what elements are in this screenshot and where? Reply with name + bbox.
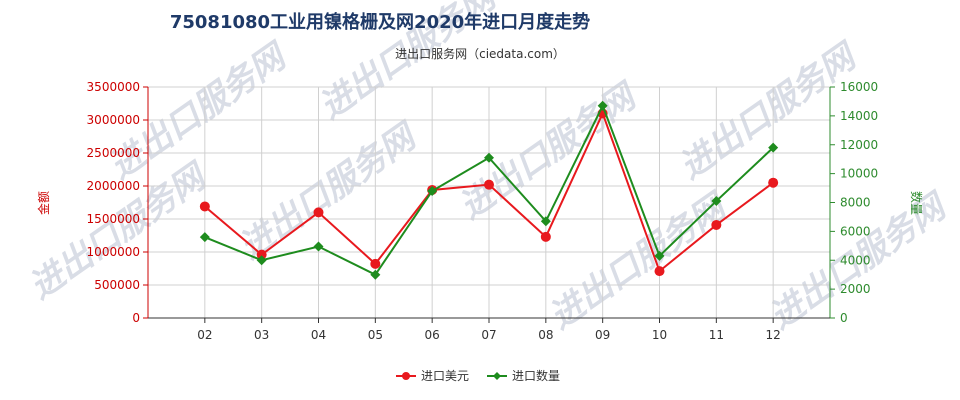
data-point-quantity (427, 185, 438, 196)
tick-labels: 0 500000 1000000 1500000 2000000 2500000 30000… (87, 80, 879, 342)
x-tick-label: 07 (481, 328, 496, 342)
y-right-tick-label: 10000 (840, 167, 878, 181)
chart-subtitle: 进出口服务网（ciedata.com） (395, 46, 565, 61)
y-axis-right-title: 数量 (909, 191, 924, 215)
y-right-tick-label: 16000 (840, 80, 878, 94)
x-tick-label: 06 (425, 328, 440, 342)
data-point-quantity (484, 152, 494, 163)
y-right-tick-label: 12000 (840, 138, 878, 152)
y-left-tick-label: 1000000 (87, 245, 140, 259)
series-layer (199, 100, 779, 280)
legend-label: 进口数量 (512, 368, 560, 383)
x-tick-label: 03 (254, 328, 269, 342)
data-point-usd (313, 207, 324, 218)
data-point-usd (370, 258, 381, 269)
data-point-quantity (313, 241, 324, 252)
x-tick-label: 11 (709, 328, 724, 342)
y-left-tick-label: 3500000 (87, 80, 140, 94)
y-left-tick-label: 0 (132, 311, 140, 325)
legend: 进口美元 进口数量 (396, 368, 560, 383)
x-tick-label: 05 (368, 328, 383, 342)
x-tick-label: 10 (652, 328, 667, 342)
data-point-usd (654, 266, 665, 277)
data-point-quantity (711, 196, 722, 207)
x-tick-label: 12 (766, 328, 781, 342)
data-point-quantity (597, 100, 608, 111)
data-point-usd (484, 179, 494, 190)
legend-label: 进口美元 (421, 369, 469, 383)
data-point-usd (256, 249, 267, 260)
legend-swatch-marker (493, 372, 501, 380)
data-point-quantity (370, 269, 381, 280)
y-right-tick-label: 2000 (840, 282, 871, 296)
watermark-text: 进出口服务网 (102, 35, 296, 188)
data-point-usd (768, 177, 779, 188)
data-point-quantity (654, 250, 665, 261)
y-left-tick-label: 1500000 (87, 212, 140, 226)
data-point-usd (199, 201, 210, 212)
x-tick-label: 02 (197, 328, 212, 342)
y-axis-left-title: 金额 (36, 191, 51, 215)
chart-title: 75081080工业用镍格栅及网2020年进口月度走势 (170, 11, 590, 33)
data-point-quantity (540, 216, 551, 227)
y-right-tick-label: 14000 (840, 109, 878, 123)
x-tick-label: 08 (538, 328, 553, 342)
data-point-usd (711, 219, 722, 230)
data-point-quantity (199, 232, 210, 243)
y-left-tick-label: 2000000 (87, 179, 140, 193)
y-right-tick-label: 4000 (840, 253, 871, 267)
y-right-tick-label: 6000 (840, 224, 871, 238)
y-left-tick-label: 2500000 (87, 146, 140, 160)
legend-swatch-marker (402, 372, 410, 380)
axes (143, 86, 835, 323)
y-right-tick-label: 8000 (840, 196, 871, 210)
watermark-text: 进出口服务网 (672, 35, 866, 188)
x-tick-label: 04 (311, 328, 326, 342)
watermark-text: 进出口服务网 (542, 185, 736, 338)
y-left-tick-label: 3000000 (87, 113, 140, 127)
data-point-usd (540, 231, 551, 242)
y-right-tick-label: 0 (840, 311, 848, 325)
data-point-quantity (256, 255, 267, 266)
data-point-quantity (768, 142, 779, 153)
y-left-tick-label: 500000 (94, 278, 140, 292)
x-tick-label: 09 (595, 328, 610, 342)
